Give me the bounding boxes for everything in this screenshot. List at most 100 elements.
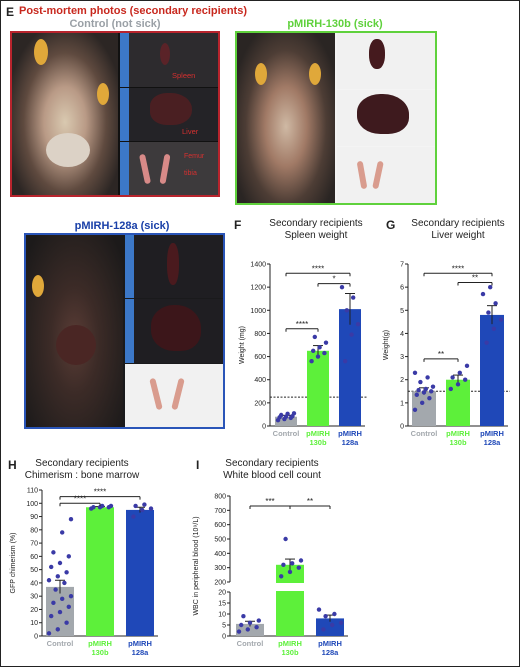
data-point: [290, 561, 295, 566]
x-category-label: 130b: [449, 438, 467, 447]
y-tick-label: 7: [400, 262, 404, 269]
data-point: [339, 284, 345, 290]
y-tick-label: 15: [218, 601, 226, 608]
data-point: [316, 607, 322, 612]
axis-break-gap: [232, 583, 348, 591]
bar-3: [480, 314, 504, 426]
x-category-label: pMIRH: [278, 639, 302, 648]
bar-3: [339, 309, 361, 426]
x-category-label: 130b: [309, 438, 327, 447]
y-tick-label: 20: [218, 590, 226, 597]
bar-2: [86, 507, 114, 636]
spleen-130b-photo: [337, 33, 435, 89]
organ-label-spleen: Spleen: [172, 71, 196, 80]
data-point: [317, 345, 322, 350]
data-point: [493, 301, 498, 306]
x-category-label: pMIRH: [128, 639, 152, 648]
data-point: [291, 411, 297, 416]
femur-control-photo: Femur tibia: [120, 142, 218, 195]
mouse-128a-photo: [26, 235, 123, 427]
x-category-label: 128a: [132, 648, 150, 657]
y-tick-label: 800: [254, 331, 266, 338]
data-point: [142, 502, 147, 507]
data-point: [430, 384, 436, 389]
significance-label: **: [307, 497, 313, 506]
data-point: [49, 613, 54, 619]
mouse-130b-photo: [237, 33, 335, 203]
y-tick-label: 1000: [250, 308, 266, 315]
data-point: [498, 317, 504, 322]
y-tick-label: 3: [400, 354, 404, 361]
x-category-label: 128a: [322, 648, 340, 657]
data-point: [256, 618, 261, 623]
y-tick-label: 10: [218, 612, 226, 619]
panel-letter-g: G: [386, 218, 396, 232]
y-tick-label: 1200: [250, 285, 266, 292]
data-point: [349, 332, 354, 337]
data-point: [323, 340, 329, 345]
chart-title: Secondary recipients: [411, 218, 504, 229]
panel-letter-i: I: [196, 458, 200, 472]
x-category-label: 130b: [281, 648, 299, 657]
y-tick-label: 40: [30, 580, 38, 587]
data-point: [62, 580, 67, 586]
y-tick-label: 70: [30, 541, 38, 548]
data-point: [55, 627, 60, 632]
panel-letter-h: H: [8, 458, 17, 472]
data-point: [463, 377, 468, 382]
y-tick-label: 110: [27, 488, 38, 495]
data-point: [427, 396, 432, 401]
chart-subtitle: White blood cell count: [223, 470, 321, 481]
y-tick-label: 6: [400, 285, 404, 292]
y-tick-label: 400: [214, 551, 226, 558]
data-point: [64, 570, 69, 575]
significance-label: ****: [74, 494, 86, 503]
photo-128a-group: [24, 233, 225, 429]
data-point: [285, 411, 290, 417]
data-point: [247, 620, 253, 625]
data-point: [423, 386, 428, 392]
data-point: [60, 530, 65, 535]
panel-e-title: Post-mortem photos (secondary recipients…: [19, 5, 247, 17]
bar-1: [275, 416, 297, 426]
data-point: [315, 354, 321, 359]
bar-2: [446, 379, 470, 426]
data-point: [344, 308, 349, 313]
data-point: [321, 627, 326, 632]
chart-title: Secondary recipients: [35, 458, 128, 469]
x-category-label: 130b: [91, 648, 109, 657]
data-point: [322, 350, 327, 356]
data-point: [281, 562, 286, 567]
bar-3: [316, 618, 344, 636]
x-category-label: pMIRH: [318, 639, 342, 648]
photo-label-128a: pMIRH-128a (sick): [74, 220, 170, 232]
y-tick-label: 1: [400, 400, 404, 407]
liver-128a-photo: [125, 299, 223, 363]
y-axis-label: Weight(g): [383, 330, 390, 360]
data-point: [254, 625, 259, 630]
panel-letter-e: E: [6, 5, 15, 19]
liver-130b-photo: [337, 90, 435, 146]
data-point: [420, 400, 425, 406]
x-category-label: pMIRH: [338, 429, 362, 438]
organ-label-femur: Femur: [184, 153, 205, 160]
significance-label: *: [332, 275, 335, 284]
organ-label-liver: Liver: [182, 127, 199, 136]
x-category-label: Control: [47, 639, 74, 648]
data-point: [131, 514, 136, 519]
x-category-label: pMIRH: [306, 429, 330, 438]
data-point: [287, 569, 293, 575]
data-point: [312, 334, 317, 340]
femur-128a-photo: [125, 364, 223, 427]
y-tick-label: 90: [30, 514, 38, 521]
y-tick-label: 20: [30, 607, 38, 614]
x-category-label: pMIRH: [446, 429, 470, 438]
significance-label: ***: [265, 497, 274, 506]
data-point: [64, 620, 69, 625]
y-tick-label: 600: [214, 522, 226, 529]
data-point: [279, 574, 284, 579]
bar-3: [126, 509, 154, 636]
data-point: [351, 295, 356, 300]
